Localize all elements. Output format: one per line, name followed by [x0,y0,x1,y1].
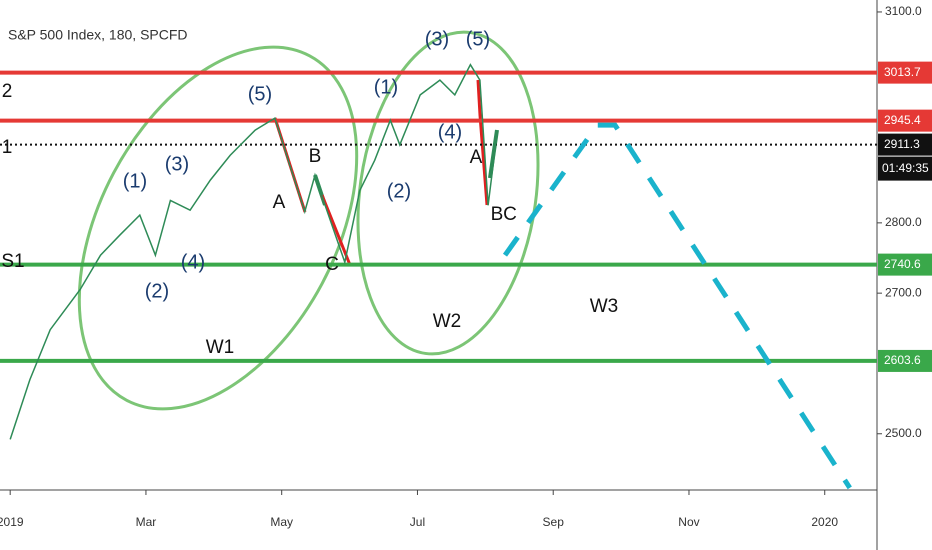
wave-label: W1 [206,337,235,358]
y-tick-label: 2500.0 [885,426,922,440]
wave-label: A [470,147,483,168]
wave-label: (4) [438,121,462,143]
price-label-box [878,349,932,372]
wave-label: (1) [374,76,398,98]
wave-ellipse [77,45,359,411]
price-label-box [878,133,932,156]
plot-area [0,30,877,490]
correction-line [320,194,352,266]
wave-label: (2) [387,180,411,202]
price-label: 2911.3 [884,137,920,151]
price-label: 3013.7 [884,65,921,79]
y-tick-label: 2800.0 [885,215,922,229]
x-tick-label: 2019 [0,515,24,529]
y-tick-label: 3100.0 [885,4,922,18]
x-tick-label: 2020 [811,515,838,529]
wave-label: (5) [248,83,272,105]
wave-label: A [273,192,286,213]
price-label-box [878,253,932,276]
wave-label: (5) [466,28,490,50]
wave-label: (4) [181,251,205,273]
price-label-box [878,109,932,132]
price-label: 2945.4 [884,113,921,127]
wave-label: S1 [1,251,24,272]
wave-label: W2 [433,311,462,332]
chart-title: S&P 500 Index, 180, SPCFD [8,27,188,43]
wave-label: 1 [2,137,13,158]
wave-label: W3 [590,296,619,317]
wave-label: (3) [425,28,449,50]
projection-line [502,122,852,490]
correction-line [476,79,489,206]
x-tick-label: Mar [136,515,157,529]
price-label: 2740.6 [884,257,921,271]
wave-label: (2) [145,280,169,302]
x-tick-label: Jul [410,515,425,529]
x-tick-label: Sep [543,515,565,529]
wave-label: (3) [165,153,189,175]
x-tick-label: Nov [678,515,699,529]
countdown: 01:49:35 [882,161,929,175]
wave-label: B [491,204,504,225]
price-label-box [878,61,932,84]
price-label: 2603.6 [884,353,921,367]
wave-label: B [309,146,322,167]
countdown-box [878,156,932,181]
wave-label: C [325,254,339,275]
wave-label: 2 [2,81,13,102]
price-line [9,63,498,440]
y-tick-label: 2700.0 [885,285,922,299]
x-tick-label: May [270,515,293,529]
wave-ellipse [356,30,540,356]
wave-label: (1) [123,170,147,192]
wave-label: C [503,204,517,225]
